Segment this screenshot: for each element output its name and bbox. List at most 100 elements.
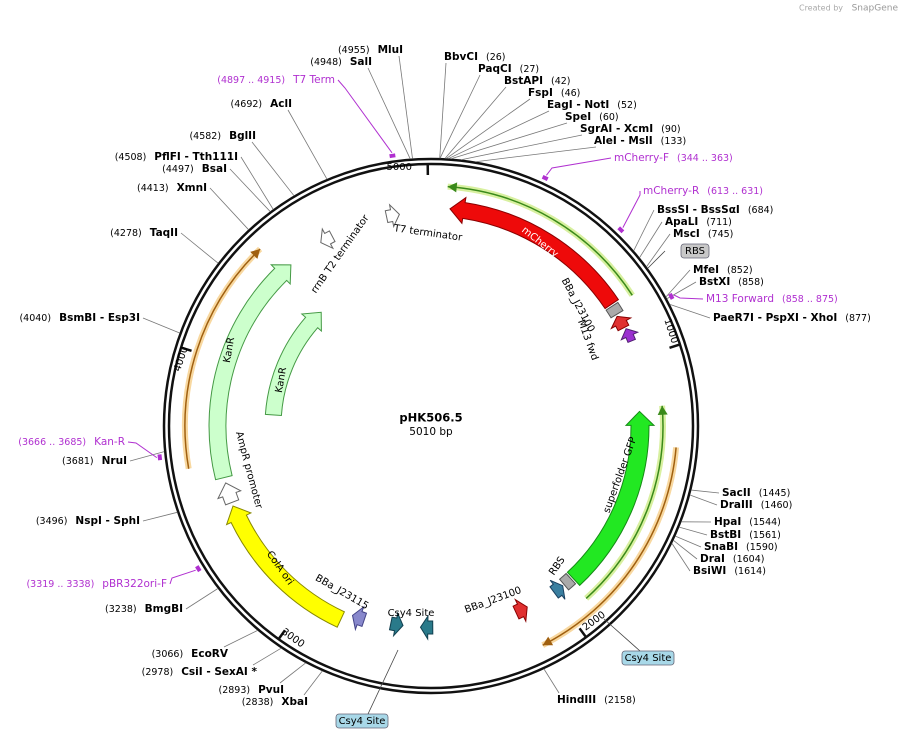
primer-marker [195, 565, 202, 573]
enzyme-name: XbaI [281, 696, 308, 708]
enzyme-name: BssSI - BssSαI [657, 204, 740, 216]
gfp-arrow [566, 410, 656, 587]
gfp-rbs-arrow [549, 579, 566, 600]
primer-name: T7 Term [292, 74, 335, 86]
enzyme-label: (4413) XmnI [137, 182, 207, 194]
enzyme-label: (2978) CsiI - SexAI * [142, 666, 258, 678]
enzyme-name: NruI [102, 455, 127, 467]
site-box-label: Csy4 Site [625, 653, 672, 664]
enzyme-label: SpeI (60) [565, 111, 619, 123]
primer-range: (3666 .. 3685) [18, 437, 86, 448]
ring-tick-label: 5000 [387, 162, 412, 173]
enzyme-leader [251, 141, 295, 196]
ring-inner [167, 162, 695, 690]
enzyme-position: (3681) [62, 456, 94, 467]
feature-label: T7 terminator [392, 223, 464, 244]
enzyme-leader [279, 662, 306, 684]
primer-label: mCherry-F (344 .. 363) [614, 152, 733, 164]
enzyme-position: (2893) [218, 685, 250, 696]
orange-line-left-head [250, 249, 261, 259]
enzyme-position: (1460) [761, 500, 793, 511]
enzyme-name: MluI [378, 44, 403, 56]
feature-label: M13 fwd [575, 318, 600, 362]
enzyme-name: PflFI - Tth111I [154, 151, 238, 163]
ring-outer [162, 157, 700, 695]
enzyme-position: (4278) [110, 228, 142, 239]
primer-label: mCherry-R (613 .. 631) [643, 185, 763, 197]
orange-line-right [542, 447, 677, 646]
enzyme-label: BsiWI (1614) [693, 565, 766, 577]
primer-range: (858 .. 875) [782, 294, 838, 305]
enzyme-name: SnaBI [704, 541, 738, 553]
enzyme-label: MfeI (852) [693, 264, 753, 276]
enzyme-leader [287, 109, 328, 180]
primer-marker [617, 226, 625, 234]
enzyme-position: (26) [486, 52, 506, 63]
orange-line-left [184, 248, 261, 469]
enzyme-leader [673, 540, 698, 560]
site-box [680, 243, 710, 259]
gfp-line-head [657, 405, 668, 415]
enzyme-position: (46) [561, 88, 581, 99]
enzyme-leader [303, 670, 323, 696]
enzyme-position: (1614) [734, 566, 766, 577]
enzyme-name: CsiI - SexAI * [181, 666, 257, 678]
site-box-label: Csy4 Site [339, 716, 386, 727]
enzyme-leader [252, 647, 282, 666]
enzyme-leader [240, 156, 274, 210]
primer-name: Kan-R [94, 436, 125, 448]
enzyme-label: (4278) TaqII [110, 227, 178, 239]
enzyme-leader [209, 187, 249, 230]
enzyme-name: DraI [700, 553, 725, 565]
enzyme-name: BbvCI [444, 51, 478, 63]
enzyme-label: BbvCI (26) [444, 51, 506, 63]
ring-tick [180, 346, 192, 353]
primer-leader [337, 79, 393, 154]
enzyme-leader [444, 86, 507, 159]
primer-marker [541, 174, 549, 182]
orange-line-right-head [542, 636, 554, 646]
box-connector [367, 649, 399, 715]
enzyme-position: (2978) [142, 667, 174, 678]
enzyme-leader [142, 511, 178, 522]
enzyme-position: (133) [661, 136, 687, 147]
ring-tick [578, 627, 588, 638]
enzyme-name: HindIII [557, 694, 596, 706]
enzyme-label: (2893) PvuI [218, 684, 284, 696]
primer-leader [169, 569, 196, 585]
enzyme-label: HindIII (2158) [557, 694, 636, 706]
enzyme-name: AleI - MslI [594, 135, 653, 147]
enzyme-leader [671, 543, 691, 572]
enzyme-name: BsiWI [693, 565, 726, 577]
enzyme-name: EcoRV [191, 648, 229, 660]
csy4-arrow-1 [419, 614, 434, 641]
site-box [621, 650, 675, 666]
enzyme-leader [451, 122, 568, 160]
enzyme-label: DraI (1604) [700, 553, 764, 565]
enzyme-label: BstBI (1561) [710, 529, 781, 541]
enzyme-leader [439, 74, 481, 159]
enzyme-leader [185, 588, 219, 610]
feature-label: KanR [222, 336, 237, 363]
kanr-inner-arrow [264, 311, 322, 417]
enzyme-position: (711) [706, 217, 732, 228]
enzyme-position: (2838) [242, 697, 274, 708]
enzyme-label: ApaLI (711) [665, 216, 732, 228]
enzyme-position: (4948) [310, 57, 342, 68]
enzyme-leader [633, 209, 655, 251]
primer-leader [673, 294, 704, 300]
enzyme-name: HpaI [714, 516, 741, 528]
enzyme-name: EagI - NotI [547, 99, 609, 111]
primer-name: mCherry-F [614, 152, 669, 164]
plasmid-length: 5010 bp [409, 426, 453, 438]
enzyme-leader [646, 233, 671, 267]
ring-tick [669, 343, 681, 350]
enzyme-label: (3066) EcoRV [152, 648, 229, 660]
enzyme-position: (27) [520, 64, 540, 75]
enzyme-label: AleI - MslI (133) [594, 135, 686, 147]
brand: SnapGene [852, 4, 899, 14]
enzyme-label: EagI - NotI (52) [547, 99, 637, 111]
enzyme-label: (4692) AclI [231, 98, 292, 110]
enzyme-position: (745) [708, 229, 734, 240]
